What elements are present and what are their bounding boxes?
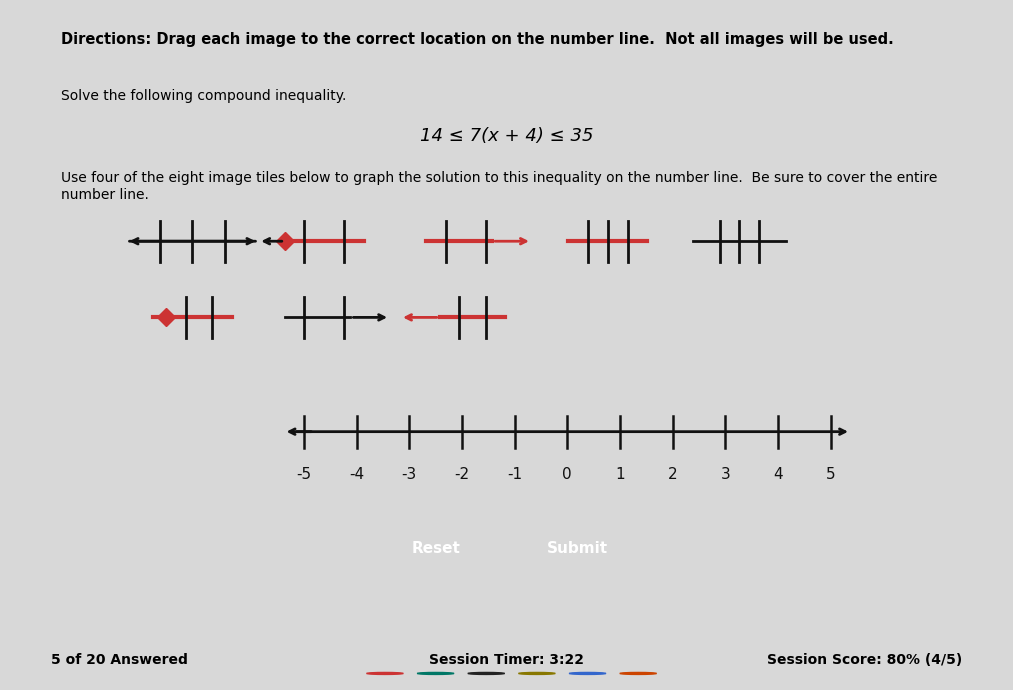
Circle shape bbox=[417, 673, 454, 674]
Text: Reset: Reset bbox=[411, 541, 460, 556]
Text: Session Timer: 3:22: Session Timer: 3:22 bbox=[428, 653, 585, 667]
Text: 3: 3 bbox=[720, 466, 730, 482]
Text: 14 ≤ 7(x + 4) ≤ 35: 14 ≤ 7(x + 4) ≤ 35 bbox=[419, 127, 594, 145]
Circle shape bbox=[569, 673, 606, 674]
Text: 4: 4 bbox=[773, 466, 783, 482]
Text: -5: -5 bbox=[297, 466, 311, 482]
Text: 1: 1 bbox=[615, 466, 625, 482]
Text: 0: 0 bbox=[562, 466, 572, 482]
Circle shape bbox=[468, 673, 504, 674]
Text: 2: 2 bbox=[668, 466, 678, 482]
Text: 5: 5 bbox=[826, 466, 836, 482]
Text: Use four of the eight image tiles below to graph the solution to this inequality: Use four of the eight image tiles below … bbox=[61, 171, 937, 201]
Text: Submit: Submit bbox=[547, 541, 608, 556]
Circle shape bbox=[519, 673, 555, 674]
Circle shape bbox=[367, 673, 403, 674]
Text: Directions: Drag each image to the correct location on the number line.  Not all: Directions: Drag each image to the corre… bbox=[61, 32, 893, 47]
Text: -2: -2 bbox=[455, 466, 469, 482]
Circle shape bbox=[620, 673, 656, 674]
Text: Session Score: 80% (4/5): Session Score: 80% (4/5) bbox=[767, 653, 962, 667]
Text: -1: -1 bbox=[508, 466, 522, 482]
Text: -4: -4 bbox=[349, 466, 364, 482]
Text: Solve the following compound inequality.: Solve the following compound inequality. bbox=[61, 89, 346, 103]
Text: 5 of 20 Answered: 5 of 20 Answered bbox=[51, 653, 187, 667]
Text: -3: -3 bbox=[401, 466, 417, 482]
